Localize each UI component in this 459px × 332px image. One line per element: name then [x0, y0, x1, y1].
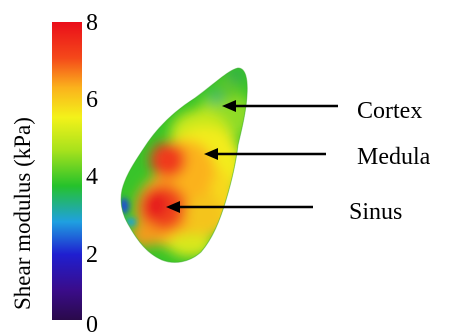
colorbar-tick-0: 0: [86, 312, 98, 332]
colorbar-tick-2: 2: [86, 242, 98, 268]
label-cortex: Cortex: [357, 98, 422, 124]
colorbar-tick-4: 4: [86, 164, 98, 190]
colorbar-tick-6: 6: [86, 87, 98, 113]
colorbar-label: Shear modulus (kPa): [10, 117, 35, 310]
label-sinus: Sinus: [349, 199, 402, 225]
label-medula: Medula: [357, 144, 431, 170]
colorbar-tick-8: 8: [86, 10, 98, 36]
colorbar: [52, 22, 82, 320]
organ-elastogram: [110, 60, 260, 275]
